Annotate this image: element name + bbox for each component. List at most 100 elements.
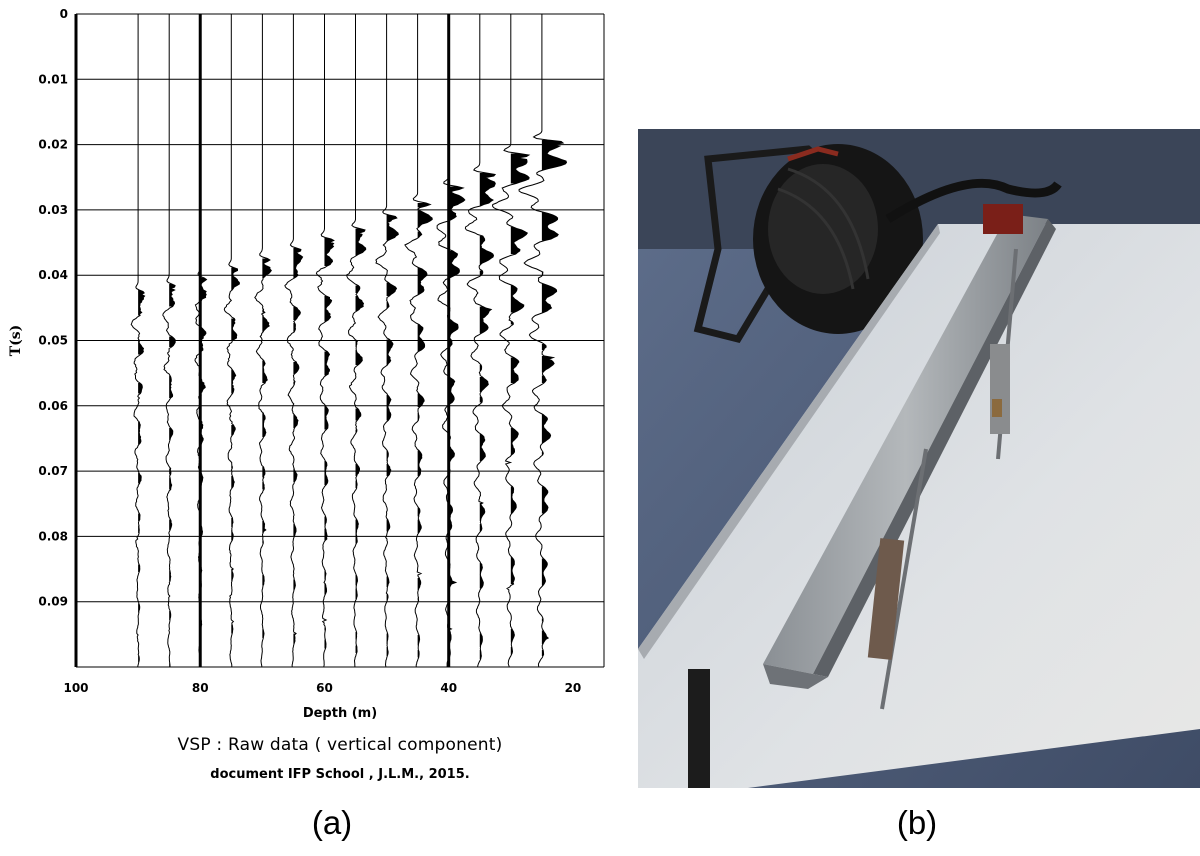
- trace-fill: [200, 422, 204, 445]
- x-tick-label: 60: [316, 681, 333, 695]
- x-tick-label: 100: [63, 681, 88, 695]
- y-axis-label: T(s): [8, 325, 24, 357]
- cable: [885, 178, 1062, 223]
- seismic-trace: [130, 14, 146, 667]
- y-tick-label: 0: [60, 7, 68, 21]
- trace-fill: [324, 570, 326, 580]
- trace-fill: [355, 632, 357, 640]
- trace-fill: [200, 567, 202, 577]
- trace-fill: [355, 588, 358, 599]
- trace-fill: [324, 237, 334, 266]
- trace-fill: [510, 153, 530, 184]
- trace-fill: [386, 302, 389, 308]
- trace-fill: [231, 369, 236, 394]
- trace-fill: [417, 210, 433, 227]
- trace-fill: [138, 525, 140, 533]
- trace-fill: [293, 579, 296, 590]
- trace-fill: [479, 173, 496, 206]
- trace-fill: [231, 318, 237, 341]
- trace-fill: [262, 482, 265, 490]
- trace-fill: [541, 140, 567, 170]
- panel-b-photo: [638, 129, 1200, 788]
- trace-fill: [138, 422, 141, 445]
- cable-reel: [693, 144, 923, 344]
- trace-fill: [479, 365, 482, 371]
- trace-fill: [417, 413, 419, 421]
- trace-fill: [231, 624, 233, 634]
- trace-fill: [448, 573, 456, 587]
- trace-fill: [448, 467, 450, 473]
- y-tick-label: 0.01: [38, 72, 68, 86]
- trace-fill: [541, 618, 544, 622]
- trace-fill: [262, 629, 264, 638]
- trace-fill: [324, 639, 326, 649]
- trace-fill: [231, 465, 233, 469]
- trace-fill: [200, 620, 202, 629]
- trace-fill: [479, 270, 483, 275]
- trace-fill: [200, 327, 206, 352]
- trace-fill: [324, 627, 326, 631]
- trace-fill: [541, 375, 547, 383]
- trace-fill: [355, 228, 366, 256]
- vsp-chart: 0 0.01 0.02 0.03 0.04 0.05 0.06 0.07 0.08 0.09 100…: [8, 7, 605, 721]
- y-tick-label: 0.07: [38, 464, 68, 478]
- trace-fill: [138, 473, 142, 484]
- trace-fill: [479, 633, 483, 647]
- trace-fill: [386, 576, 389, 587]
- trace-fill: [479, 306, 492, 334]
- trace-fill: [231, 530, 234, 541]
- trace-fill: [355, 350, 363, 365]
- trace-fill: [200, 278, 207, 284]
- photo-metal-bar-on-table: [638, 129, 1200, 788]
- seismic-trace: [464, 14, 497, 667]
- seismic-trace: [315, 14, 335, 667]
- trace-fill: [293, 633, 297, 644]
- trace-fill: [386, 594, 388, 601]
- trace-fill: [386, 282, 397, 296]
- y-tick-label: 0.09: [38, 595, 68, 609]
- x-tick-label: 20: [565, 681, 582, 695]
- trace-fill: [231, 476, 235, 488]
- trace-fill: [169, 611, 171, 620]
- seismic-trace: [284, 14, 304, 667]
- seismic-trace: [254, 14, 272, 667]
- trace-fill: [355, 480, 358, 488]
- trace-fill: [355, 285, 360, 293]
- steel-probes: [867, 248, 1018, 710]
- trace-fill: [324, 516, 327, 526]
- panel-a-vsp-plot: 0 0.01 0.02 0.03 0.04 0.05 0.06 0.07 0.08 0.09 100…: [8, 7, 605, 841]
- trace-fill: [386, 215, 399, 241]
- trace-fill: [262, 575, 265, 586]
- trace-fill: [448, 446, 455, 461]
- table-leg: [688, 669, 710, 788]
- trace-fill: [386, 395, 391, 421]
- trace-fill: [479, 236, 494, 265]
- trace-fill: [324, 584, 327, 595]
- trace-fill: [448, 186, 465, 220]
- trace-fill: [541, 356, 555, 373]
- panel-label-a: (a): [311, 804, 353, 841]
- trace-fill: [479, 396, 483, 403]
- trace-fill: [479, 434, 486, 461]
- x-tick-label: 40: [440, 681, 457, 695]
- x-tick-label: 80: [192, 681, 209, 695]
- seismic-trace: [518, 14, 568, 667]
- trace-fill: [510, 321, 514, 325]
- trace-fill: [262, 413, 266, 437]
- trace-fill: [262, 467, 265, 478]
- trace-fill: [138, 339, 144, 355]
- trace-fill: [541, 650, 544, 656]
- x-axis-label: Depth (m): [303, 706, 377, 721]
- trace-fill: [355, 408, 361, 421]
- trace-fill: [293, 381, 295, 385]
- trace-fill: [169, 336, 176, 347]
- trace-fill: [324, 461, 328, 485]
- trace-fill: [479, 524, 482, 532]
- trace-fill: [386, 464, 391, 476]
- seismic-trace: [162, 14, 176, 667]
- trace-fill: [541, 344, 547, 350]
- trace-fill: [417, 203, 431, 208]
- trace-fill: [169, 375, 173, 398]
- metal-bar: [763, 214, 1056, 689]
- trace-fill: [510, 647, 513, 655]
